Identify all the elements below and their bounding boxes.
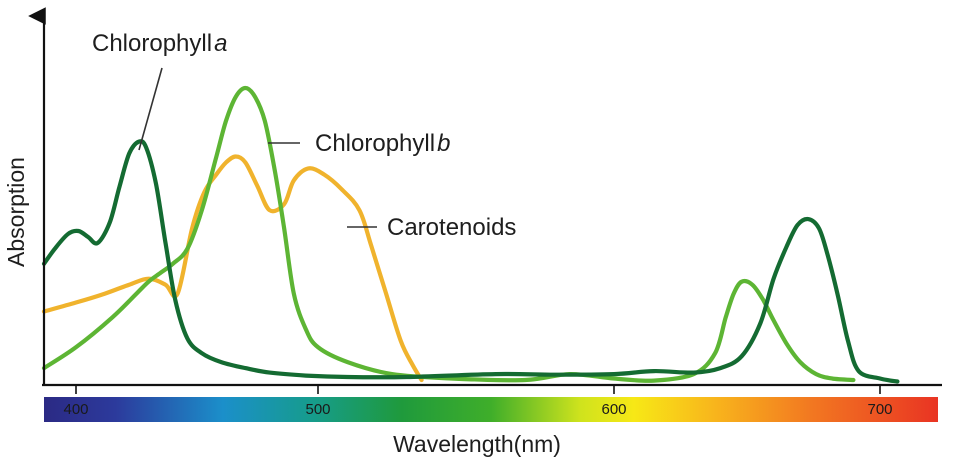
tick-label-400: 400 <box>63 401 88 418</box>
chlorophyll-a-leader-line <box>138 67 163 151</box>
chlorophyll-a-label: Chlorophylla <box>92 30 227 57</box>
series-line-carotenoids <box>41 154 424 383</box>
y-axis-title: Absorption <box>3 157 29 267</box>
chlorophyll-b-label: Chlorophyllb <box>315 130 450 157</box>
carotenoids-label: Carotenoids <box>387 214 516 241</box>
tick-label-500: 500 <box>305 401 330 418</box>
tick-label-700: 700 <box>867 401 892 418</box>
x-tick-marks <box>75 385 881 394</box>
series-layer <box>41 85 900 384</box>
x-axis-title: Wavelength(nm) <box>393 431 561 457</box>
visible-spectrum-bar <box>44 397 938 422</box>
series-line-chlorophyll-a <box>41 139 900 384</box>
tick-label-600: 600 <box>601 401 626 418</box>
series-line-chlorophyll-b <box>41 85 856 383</box>
